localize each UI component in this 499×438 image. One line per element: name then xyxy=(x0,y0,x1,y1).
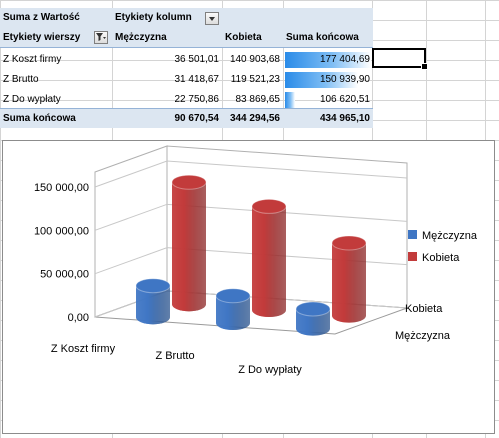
total-cell[interactable]: 434 965,10 xyxy=(283,108,373,128)
col-header-kobieta[interactable]: Kobieta xyxy=(222,28,283,48)
chart-svg: 0,00 50 000,00 100 000,00 150 000,00 Z Koszt… xyxy=(34,145,478,376)
depth-tick-label: Kobieta xyxy=(405,303,443,315)
pivot-chart[interactable]: 0,00 50 000,00 100 000,00 150 000,00 Z Koszt… xyxy=(2,140,495,434)
y-tick-label: 0,00 xyxy=(68,312,89,324)
total-row-label[interactable]: Suma końcowa xyxy=(0,108,112,128)
data-bar xyxy=(285,92,295,108)
value-cell[interactable]: 22 750,86 xyxy=(174,94,220,105)
bar-mezczyzna[interactable] xyxy=(295,301,331,336)
col-header-mezczyzna[interactable]: Mężczyzna xyxy=(112,28,222,48)
x-tick-label: Z Brutto xyxy=(155,350,194,362)
column-filter-dropdown-icon[interactable] xyxy=(205,12,219,25)
gridline xyxy=(94,160,408,188)
col-header-suma-koncowa[interactable]: Suma końcowa xyxy=(283,28,373,48)
value-text: 177 404,69 xyxy=(319,54,370,65)
legend-label: Kobieta xyxy=(422,252,460,264)
x-tick-label: Z Koszt firmy xyxy=(51,343,116,355)
x-tick-label: Z Do wypłaty xyxy=(238,364,302,376)
row-label[interactable]: Z Koszt firmy xyxy=(3,54,62,65)
value-cell[interactable]: 119 521,23 xyxy=(230,74,280,85)
value-text: 106 620,51 xyxy=(319,94,370,105)
selected-cell[interactable] xyxy=(372,48,428,70)
data-bar xyxy=(285,72,358,88)
value-cell[interactable]: 31 418,67 xyxy=(174,74,220,85)
gridline xyxy=(94,247,408,275)
bar-kobieta[interactable] xyxy=(251,198,287,317)
grand-total-cell[interactable]: 177 404,69 xyxy=(283,50,373,70)
y-tick-label: 100 000,00 xyxy=(34,225,89,237)
value-cell[interactable]: 36 501,01 xyxy=(174,54,220,65)
legend-swatch xyxy=(408,230,417,239)
row-label[interactable]: Z Brutto xyxy=(3,74,39,85)
depth-tick-label: Mężczyzna xyxy=(395,330,451,342)
bar-kobieta[interactable] xyxy=(171,174,207,312)
legend-swatch xyxy=(408,252,417,261)
total-cell[interactable]: 344 294,56 xyxy=(222,108,283,128)
column-fields-label: Etykiety kolumn xyxy=(115,12,192,23)
data-bar xyxy=(285,52,371,68)
row-filter-icon[interactable] xyxy=(94,31,108,44)
bar-mezczyzna[interactable] xyxy=(215,288,251,330)
pivot-corner-label: Suma z Wartość xyxy=(0,8,112,28)
y-tick-label: 150 000,00 xyxy=(34,182,89,194)
grand-total-cell[interactable]: 150 939,90 xyxy=(283,70,373,90)
legend-label: Mężczyzna xyxy=(422,230,478,242)
bar-mezczyzna[interactable] xyxy=(135,278,171,325)
column-fields-header[interactable]: Etykiety kolumn xyxy=(112,8,373,28)
gridline xyxy=(94,203,408,231)
row-fields-label: Etykiety wierszy xyxy=(3,32,81,43)
bar-kobieta[interactable] xyxy=(331,235,367,323)
value-cell[interactable]: 140 903,68 xyxy=(229,54,280,65)
y-tick-label: 50 000,00 xyxy=(40,269,89,281)
grand-total-cell[interactable]: 106 620,51 xyxy=(283,90,373,110)
value-cell[interactable]: 83 869,65 xyxy=(235,94,281,105)
row-fields-header[interactable]: Etykiety wierszy xyxy=(0,28,112,48)
value-text: 150 939,90 xyxy=(319,74,370,85)
total-cell[interactable]: 90 670,54 xyxy=(112,108,222,128)
row-label[interactable]: Z Do wypłaty xyxy=(3,94,61,105)
